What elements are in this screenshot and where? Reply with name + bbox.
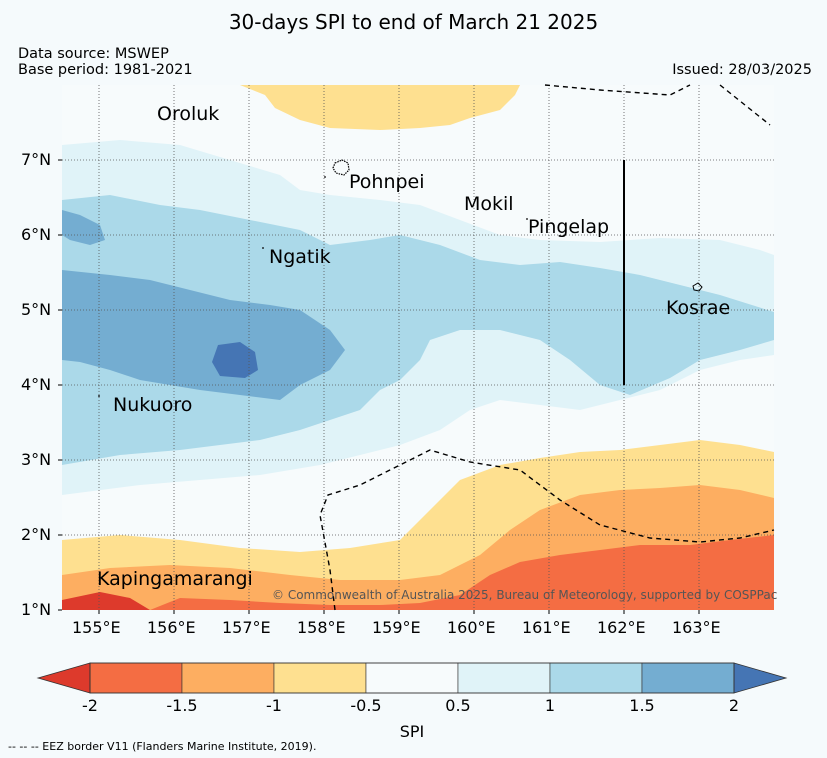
copyright-text: © Commonwealth of Australia 2025, Bureau… <box>272 588 778 602</box>
wet-zone-strong <box>62 270 345 400</box>
lon-label: 162°E <box>597 618 646 637</box>
lon-label: 159°E <box>372 618 421 637</box>
colorbar-tick-label: -2 <box>82 696 98 715</box>
map-title: 30-days SPI to end of March 21 2025 <box>228 10 599 34</box>
lat-label: 7°N <box>21 150 52 169</box>
lat-label: 2°N <box>21 525 52 544</box>
colorbar-swatch <box>549 662 643 694</box>
colorbar-extend-low <box>38 663 90 693</box>
lon-label: 163°E <box>672 618 721 637</box>
lat-label: 6°N <box>21 225 52 244</box>
colorbar-swatch <box>89 662 183 694</box>
lon-label: 158°E <box>297 618 346 637</box>
wet-zone-strong-west <box>62 210 105 245</box>
place-label-mokil: Mokil <box>464 193 514 215</box>
spi-map <box>58 84 775 614</box>
colorbar-swatch <box>457 662 551 694</box>
islet-dot <box>262 247 264 249</box>
colorbar-tick-label: -1.5 <box>166 696 198 715</box>
colorbar-tick-label: -1 <box>266 696 282 715</box>
place-label-pohnpei: Pohnpei <box>349 171 425 193</box>
wet-zone-extreme <box>212 342 258 378</box>
lon-label: 155°E <box>72 618 121 637</box>
data-source-text: Data source: MSWEP <box>18 46 169 62</box>
issued-date-text: Issued: 28/03/2025 <box>672 62 812 78</box>
lon-label: 161°E <box>522 618 571 637</box>
place-label-pingelap: Pingelap <box>528 216 610 238</box>
colorbar-swatch <box>273 662 367 694</box>
place-label-ngatik: Ngatik <box>269 246 331 268</box>
lat-label: 4°N <box>21 375 52 394</box>
place-label-kosrae: Kosrae <box>666 297 731 319</box>
axis-ticks <box>58 159 700 614</box>
eez-footnote: -- -- -- EEZ border V11 (Flanders Marine… <box>8 740 317 753</box>
lat-label: 1°N <box>21 600 52 619</box>
place-label-nukuoro: Nukuoro <box>113 394 193 416</box>
lat-label: 3°N <box>21 450 52 469</box>
colorbar-tick-label: -0.5 <box>350 696 382 715</box>
colorbar-swatch <box>181 662 275 694</box>
islet-dot <box>526 218 528 220</box>
place-label-kapingamarangi: Kapingamarangi <box>97 568 253 590</box>
lon-label: 160°E <box>447 618 496 637</box>
colorbar-tick-label: 1 <box>544 696 556 715</box>
colorbar-tick-label: 0.5 <box>445 696 471 715</box>
colorbar-swatch <box>365 662 459 694</box>
colorbar-swatch <box>641 662 735 694</box>
eez-border <box>319 84 775 611</box>
colorbar-extend-high <box>734 663 786 693</box>
colorbar-tick-label: 1.5 <box>629 696 655 715</box>
base-period-text: Base period: 1981-2021 <box>18 62 193 78</box>
islet-dot <box>98 395 100 397</box>
colorbar-title: SPI <box>399 722 425 741</box>
islet-dot <box>324 176 326 178</box>
wet-zone-medium <box>62 195 774 465</box>
dry-zone-north <box>240 85 520 130</box>
place-label-oroluk: Oroluk <box>157 103 220 125</box>
colorbar-tick-label: 2 <box>728 696 740 715</box>
spi-colorbar <box>36 662 788 694</box>
lon-label: 156°E <box>147 618 196 637</box>
dry-zone-extreme <box>62 592 150 610</box>
dry-zone-south-strong <box>150 535 774 610</box>
lat-label: 5°N <box>21 300 52 319</box>
lon-label: 157°E <box>222 618 271 637</box>
kosrae-island <box>692 282 703 292</box>
pohnpei-island <box>332 159 350 176</box>
